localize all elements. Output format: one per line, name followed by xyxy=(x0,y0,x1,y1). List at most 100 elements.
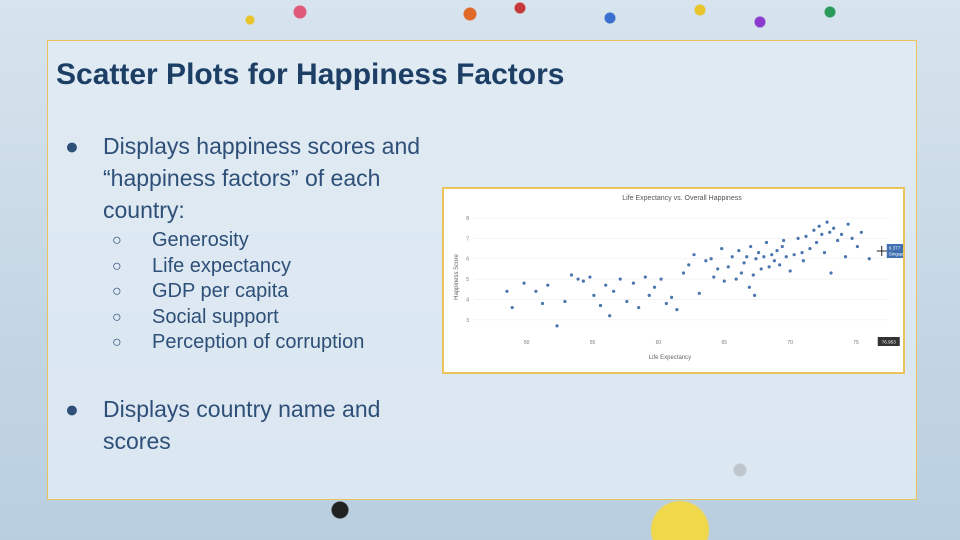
y-axis-label: Happiness Score xyxy=(454,253,460,299)
y-tick-label: 5 xyxy=(466,277,469,283)
scatter-chart-image: Life Expectancy vs. Overall Happiness Li… xyxy=(442,187,916,374)
data-point xyxy=(828,230,832,234)
scatter-chart: Life Expectancy vs. Overall Happiness Li… xyxy=(454,195,916,361)
data-point xyxy=(754,257,758,261)
ring-bullet-icon: ○ xyxy=(112,334,122,351)
bullet-dot-icon: ● xyxy=(65,133,79,159)
data-point xyxy=(647,293,651,297)
data-point xyxy=(850,236,854,241)
data-point xyxy=(778,263,782,267)
y-tick-label: 3 xyxy=(466,318,469,324)
x-tick-label: 65 xyxy=(722,340,728,346)
data-point xyxy=(652,285,657,289)
data-point xyxy=(782,238,786,243)
data-point xyxy=(522,281,526,285)
data-point xyxy=(808,246,812,251)
data-point xyxy=(846,222,850,226)
x-tick-label: 55 xyxy=(590,340,596,346)
data-point xyxy=(817,224,821,228)
x-tick-label: 60 xyxy=(656,340,662,346)
bullet-dot-icon: ● xyxy=(65,395,79,422)
data-point xyxy=(742,261,746,265)
data-point xyxy=(546,283,550,287)
bullet-item: ● Displays country name and scores xyxy=(65,393,445,457)
data-point xyxy=(767,265,771,269)
x-value-tooltip-text: 76.953 xyxy=(882,340,896,345)
data-point xyxy=(788,269,792,273)
sub-bullet-item: ○ Generosity xyxy=(112,228,445,254)
data-point xyxy=(812,228,816,232)
data-point xyxy=(772,259,776,263)
x-tick-label: 70 xyxy=(787,340,793,346)
data-point xyxy=(618,277,622,281)
data-point xyxy=(839,232,844,236)
data-point xyxy=(569,273,574,277)
data-point xyxy=(670,295,674,299)
hover-tooltip-text: Singapore xyxy=(889,252,903,257)
data-point xyxy=(510,305,514,310)
data-point xyxy=(855,244,859,249)
y-tick-label: 8 xyxy=(466,216,469,222)
data-point xyxy=(867,257,871,261)
data-point xyxy=(659,277,663,281)
data-point xyxy=(664,301,668,306)
data-point xyxy=(762,255,766,259)
bullet-text: Displays happiness scores and “happiness… xyxy=(103,133,421,223)
data-point xyxy=(592,293,596,297)
x-value-tooltip xyxy=(877,337,900,346)
data-point xyxy=(675,307,679,312)
data-point xyxy=(747,285,751,289)
data-point xyxy=(598,303,603,308)
sub-bullet-item: ○ Perception of corruption xyxy=(112,330,445,356)
data-point xyxy=(751,273,755,277)
ring-bullet-icon: ○ xyxy=(112,283,122,300)
data-point xyxy=(829,271,833,275)
sub-bullet-text: Perception of corruption xyxy=(152,331,365,353)
data-point xyxy=(775,249,779,253)
data-point xyxy=(716,267,720,271)
data-point xyxy=(730,255,734,259)
ring-bullet-icon: ○ xyxy=(112,257,122,275)
data-point xyxy=(625,299,629,304)
data-point xyxy=(756,251,761,255)
data-point xyxy=(745,255,749,259)
slide-title: Scatter Plots for Happiness Factors xyxy=(56,58,565,91)
sub-bullet-text: Life expectancy xyxy=(152,254,291,277)
data-point xyxy=(588,275,592,279)
data-point xyxy=(753,293,757,297)
data-point xyxy=(576,277,580,281)
y-tick-label: 6 xyxy=(466,257,469,263)
data-point xyxy=(739,271,744,275)
data-point xyxy=(643,275,647,279)
bullet-item: ● Displays happiness scores and “happine… xyxy=(65,130,445,226)
data-point xyxy=(534,289,538,293)
sub-bullet-text: Social support xyxy=(152,305,279,328)
data-point xyxy=(720,246,724,251)
data-point xyxy=(770,253,774,257)
data-point xyxy=(780,244,784,249)
data-point xyxy=(825,220,829,224)
x-tick-label: 75 xyxy=(853,340,859,346)
data-point xyxy=(637,305,641,310)
data-point xyxy=(820,232,824,236)
data-point xyxy=(631,281,636,285)
data-point xyxy=(749,244,753,249)
bullet-text: Displays country name and scores xyxy=(103,395,381,454)
ring-bullet-icon: ○ xyxy=(112,232,122,249)
data-point xyxy=(800,251,804,255)
data-point xyxy=(836,238,840,243)
sub-bullet-item: ○ GDP per capita xyxy=(112,279,445,305)
sub-bullet-list: ○ Generosity ○ Life expectancy ○ GDP per ca… xyxy=(112,228,445,356)
y-tick-label: 4 xyxy=(466,297,469,303)
data-point xyxy=(681,271,686,275)
data-point xyxy=(709,257,713,261)
data-point xyxy=(814,240,819,245)
data-point xyxy=(804,234,808,238)
ring-bullet-icon: ○ xyxy=(112,308,122,326)
data-point xyxy=(734,277,738,281)
data-point xyxy=(692,253,696,257)
chart-title: Life Expectancy vs. Overall Happiness xyxy=(622,195,742,202)
data-point xyxy=(796,236,800,241)
sub-bullet-item: ○ Life expectancy xyxy=(112,254,445,280)
data-point xyxy=(704,259,708,263)
